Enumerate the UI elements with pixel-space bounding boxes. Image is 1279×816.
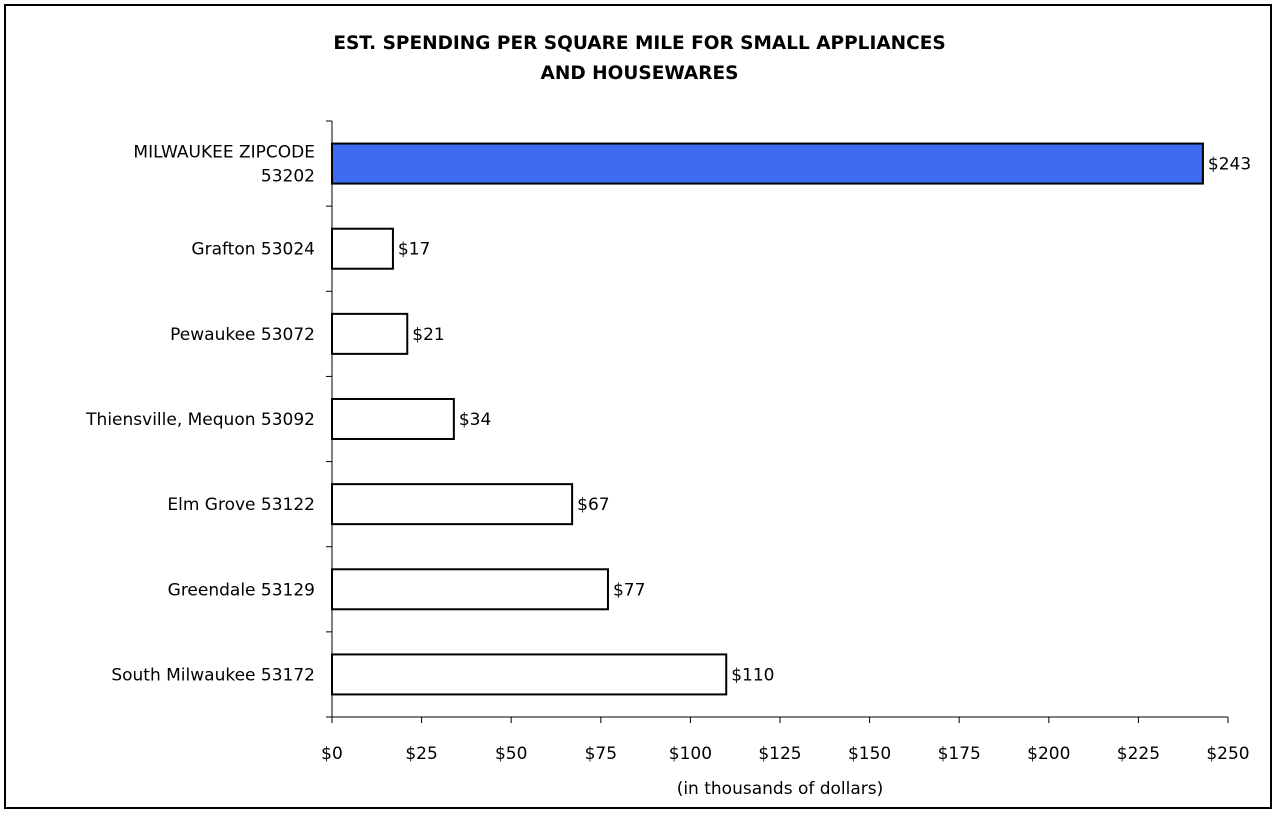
x-tick-label-6: $150 xyxy=(848,744,891,764)
x-tick-label-9: $225 xyxy=(1117,744,1160,764)
category-label-3: Thiensville, Mequon 53092 xyxy=(85,410,315,430)
bar-2 xyxy=(331,312,409,355)
x-tick-label-1: $25 xyxy=(405,744,437,764)
value-label-3: $34 xyxy=(459,410,491,430)
x-tick-label-0: $0 xyxy=(321,744,343,764)
bar-3 xyxy=(331,398,455,440)
bar-4 xyxy=(331,483,574,526)
bar-0 xyxy=(331,142,1204,185)
category-label-1: Grafton 53024 xyxy=(191,240,315,260)
category-label-6: South Milwaukee 53172 xyxy=(111,665,315,685)
category-label-2: Pewaukee 53072 xyxy=(170,325,315,345)
value-label-1: $17 xyxy=(398,240,430,260)
value-label-6: $110 xyxy=(731,665,774,685)
value-label-4: $67 xyxy=(577,495,609,515)
bar-6 xyxy=(331,653,728,696)
x-tick-label-2: $50 xyxy=(495,744,527,764)
x-tick-label-5: $125 xyxy=(758,744,801,764)
category-label-5: Greendale 53129 xyxy=(168,580,315,600)
category-label-0-line-1: 53202 xyxy=(261,167,315,187)
chart-title-line-2: AND HOUSEWARES xyxy=(540,63,739,84)
x-tick-label-3: $75 xyxy=(585,744,617,764)
x-tick-label-10: $250 xyxy=(1206,744,1249,764)
chart-title-line-1: EST. SPENDING PER SQUARE MILE FOR SMALL … xyxy=(333,33,946,54)
bar-1 xyxy=(331,227,394,270)
x-tick-label-7: $175 xyxy=(938,744,981,764)
bar-5 xyxy=(331,568,609,611)
category-label-4: Elm Grove 53122 xyxy=(167,495,315,515)
category-label-0-line-0: MILWAUKEE ZIPCODE xyxy=(133,143,315,163)
x-axis-label: (in thousands of dollars) xyxy=(677,779,884,799)
x-tick-label-8: $200 xyxy=(1027,744,1070,764)
value-label-2: $21 xyxy=(412,325,444,345)
x-tick-label-4: $100 xyxy=(669,744,712,764)
value-label-0: $243 xyxy=(1208,155,1251,175)
value-label-5: $77 xyxy=(613,580,645,600)
